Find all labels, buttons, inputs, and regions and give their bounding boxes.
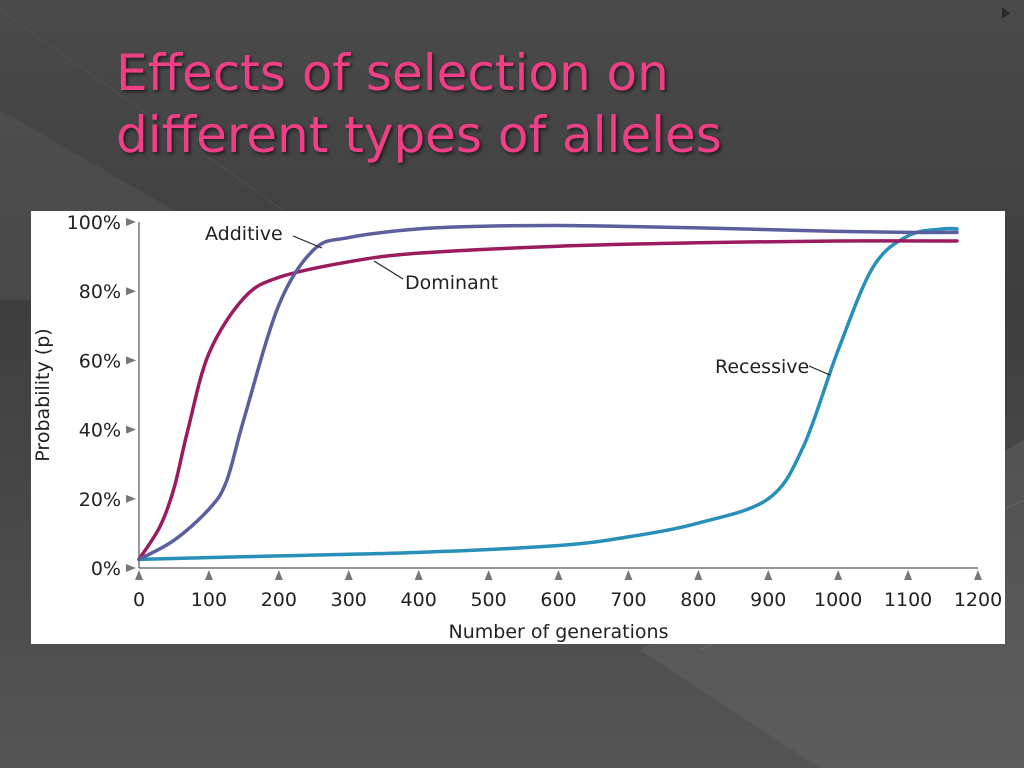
x-tick-label: 300 [331, 589, 367, 611]
x-tick-label: 400 [401, 589, 437, 611]
probability-chart: 0 100 200 300 400 500 600 700 800 900 1000 1100 1200… [32, 212, 1002, 643]
leader-line-recessive [808, 365, 831, 376]
x-tick-label: 100 [191, 589, 227, 611]
slide-title-line-1: Effects of selection on [116, 44, 669, 102]
slide-title: Effects of selection on different types … [116, 42, 936, 166]
y-tick-label: 40% [79, 420, 121, 442]
y-tick-marker [126, 425, 136, 434]
x-tick-label: 700 [610, 589, 646, 611]
x-tick-marker [414, 570, 423, 580]
x-tick-marker [624, 570, 633, 580]
series-label-recessive: Recessive [715, 356, 809, 378]
x-tick-label: 1100 [884, 589, 932, 611]
chart-panel: 0 100 200 300 400 500 600 700 800 900 1000 1100 1200… [31, 211, 1005, 644]
y-tick-marker [126, 356, 136, 365]
series-line-additive [137, 223, 959, 562]
series-line-dominant [137, 239, 959, 562]
series-label-additive: Additive [205, 223, 283, 245]
x-tick-marker [274, 570, 283, 580]
x-tick-label: 800 [680, 589, 716, 611]
series-lines [137, 223, 959, 562]
y-axis-title: Probability (p) [32, 328, 54, 461]
slide-title-line-2: different types of alleles [116, 106, 722, 164]
x-tick-label: 600 [540, 589, 576, 611]
y-tick-label: 20% [79, 489, 121, 511]
series-label-recessive-group: Recessive [715, 356, 831, 378]
y-tick-label: 80% [79, 281, 121, 303]
x-tick-marker [484, 570, 493, 580]
y-tick-marker [126, 564, 136, 572]
leader-line-dominant [373, 260, 404, 280]
x-tick-marker [344, 570, 353, 580]
series-label-additive-group: Additive [205, 223, 323, 249]
y-tick-marker [126, 218, 136, 226]
x-tick-label: 0 [133, 589, 145, 611]
series-line-recessive [137, 226, 959, 562]
x-tick-marker [204, 570, 213, 580]
axes [138, 222, 978, 569]
x-tick-marker [974, 570, 982, 580]
x-axis-title: Number of generations [449, 621, 669, 643]
x-tick-marker [135, 570, 143, 580]
x-tick-label: 200 [261, 589, 297, 611]
y-tick-label: 100% [67, 212, 121, 234]
x-tick-marker [694, 570, 703, 580]
y-tick-marker [126, 494, 136, 503]
leader-line-additive [292, 235, 323, 249]
x-axis-ticks: 0 100 200 300 400 500 600 700 800 900 1000 1100 1200 [133, 570, 1002, 611]
x-tick-marker [834, 570, 843, 580]
x-tick-label: 900 [750, 589, 786, 611]
x-tick-label: 1200 [954, 589, 1002, 611]
x-tick-label: 1000 [814, 589, 862, 611]
x-tick-marker [764, 570, 773, 580]
y-tick-label: 60% [79, 350, 121, 372]
series-label-dominant: Dominant [405, 272, 498, 294]
series-label-dominant-group: Dominant [373, 260, 498, 294]
y-tick-marker [126, 287, 136, 296]
x-tick-label: 500 [470, 589, 506, 611]
y-tick-label: 0% [91, 558, 121, 580]
x-tick-marker [554, 570, 563, 580]
x-tick-marker [904, 570, 913, 580]
y-axis-ticks: 0% 20% 40% 60% 80% 100% [67, 212, 136, 580]
